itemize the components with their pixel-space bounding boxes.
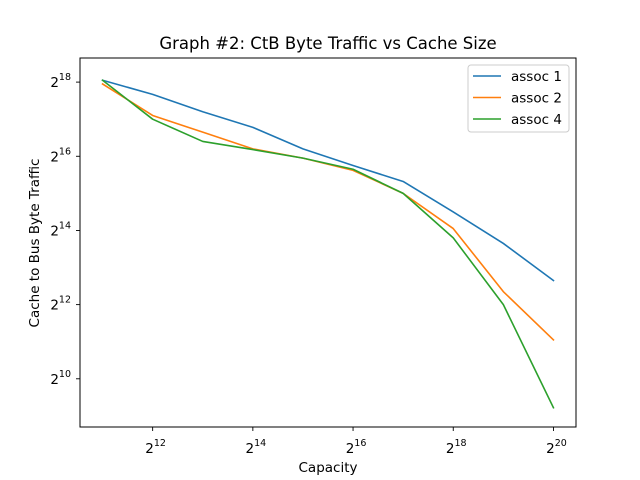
x-tick-label: 212 [145, 438, 166, 457]
legend: assoc 1 assoc 2 assoc 4 [467, 64, 570, 133]
y-axis-label: Cache to Bus Byte Traffic [27, 159, 43, 328]
x-tick-label-exponent: 20 [555, 438, 567, 449]
legend-label-3: assoc 4 [511, 112, 562, 128]
x-tick-label-exponent: 14 [254, 438, 266, 449]
x-tick-label-exponent: 18 [455, 438, 467, 449]
x-axis-label: Capacity [299, 460, 358, 476]
series-line-3 [101, 79, 555, 409]
x-tick-label-exponent: 12 [154, 438, 166, 449]
x-tick-label: 220 [546, 438, 567, 457]
y-tick-label: 216 [50, 146, 71, 165]
x-tick-label: 214 [246, 438, 267, 457]
y-tick-label: 218 [50, 72, 71, 91]
x-tick-label-base: 2 [446, 441, 455, 457]
x-tick-label-exponent: 16 [354, 438, 366, 449]
x-tick-label: 216 [346, 438, 367, 457]
y-tick-label-base: 2 [50, 372, 59, 388]
y-tick-label-exponent: 14 [59, 220, 71, 231]
y-tick-label: 214 [50, 220, 71, 239]
y-tick-label-exponent: 18 [59, 72, 71, 83]
x-tick-label-base: 2 [246, 441, 255, 457]
y-tick-label-base: 2 [50, 223, 59, 239]
y-tick-label: 212 [50, 295, 71, 314]
legend-label-2: assoc 2 [511, 91, 562, 107]
y-tick-label-base: 2 [50, 75, 59, 91]
x-tick-label: 218 [446, 438, 467, 457]
y-tick-label: 210 [50, 369, 71, 388]
chart-title: Graph #2: CtB Byte Traffic vs Cache Size [159, 34, 496, 53]
y-tick-label-exponent: 12 [59, 295, 71, 306]
plot-area [101, 79, 555, 409]
x-tick-label-base: 2 [546, 441, 555, 457]
y-tick-label-base: 2 [50, 149, 59, 165]
series-line-1 [101, 79, 555, 282]
y-tick-label-exponent: 16 [59, 146, 71, 157]
x-tick-label-base: 2 [145, 441, 154, 457]
legend-label-1: assoc 1 [511, 69, 562, 85]
plot-frame [79, 57, 577, 428]
y-tick-label-base: 2 [50, 298, 59, 314]
x-tick-label-base: 2 [346, 441, 355, 457]
y-tick-label-exponent: 10 [59, 369, 71, 380]
legend-box [467, 64, 570, 133]
